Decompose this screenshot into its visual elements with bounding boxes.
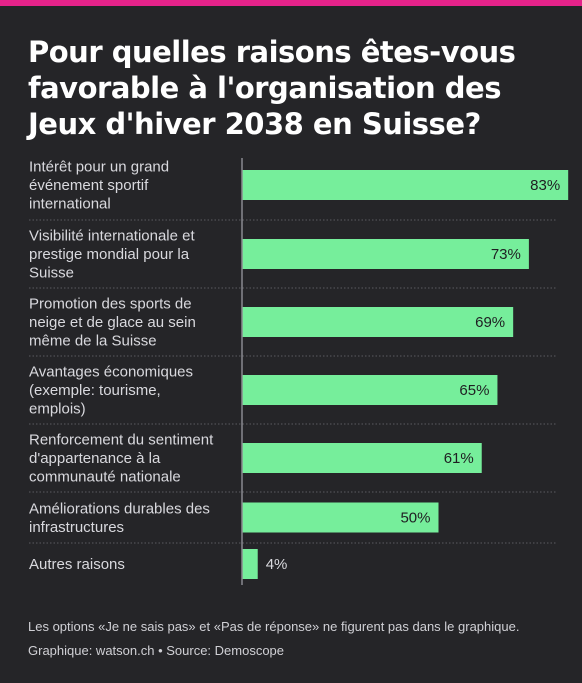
category-label: Renforcement du sentiment d'appartenance … [29, 432, 214, 486]
value-label: 69% [475, 314, 505, 331]
bar [242, 549, 258, 579]
value-label: 4% [266, 556, 288, 573]
value-label: 61% [444, 450, 474, 467]
bar [242, 307, 514, 337]
value-label: 65% [459, 382, 489, 399]
value-label: 83% [530, 177, 560, 194]
bar [242, 502, 439, 533]
source-credit: Graphique: watson.ch • Source: Demoscope [28, 643, 285, 658]
value-label: 50% [400, 510, 430, 527]
category-label: Visibilité internationale et prestige mon… [29, 228, 195, 282]
bar [242, 375, 498, 405]
value-label: 73% [491, 246, 521, 263]
footnote: Les options «Je ne sais pas» et «Pas de … [28, 619, 520, 634]
category-label: Améliorations durables des infrastructure… [29, 500, 210, 536]
bar [242, 170, 569, 200]
chart-title: Pour quelles raisons êtes-vous favorable… [28, 35, 516, 141]
category-label: Avantages économiques (exemple: tourisme,… [29, 364, 193, 418]
bar [242, 443, 482, 473]
accent-bar [0, 0, 582, 6]
category-label: Intérêt pour un grand événement sportif in… [29, 159, 169, 213]
bar [242, 239, 529, 269]
bar-chart: Intérêt pour un grand événement sportif in… [29, 158, 569, 585]
category-label: Autres raisons [29, 556, 125, 573]
category-label: Promotion des sports de neige et de glace… [29, 296, 196, 350]
